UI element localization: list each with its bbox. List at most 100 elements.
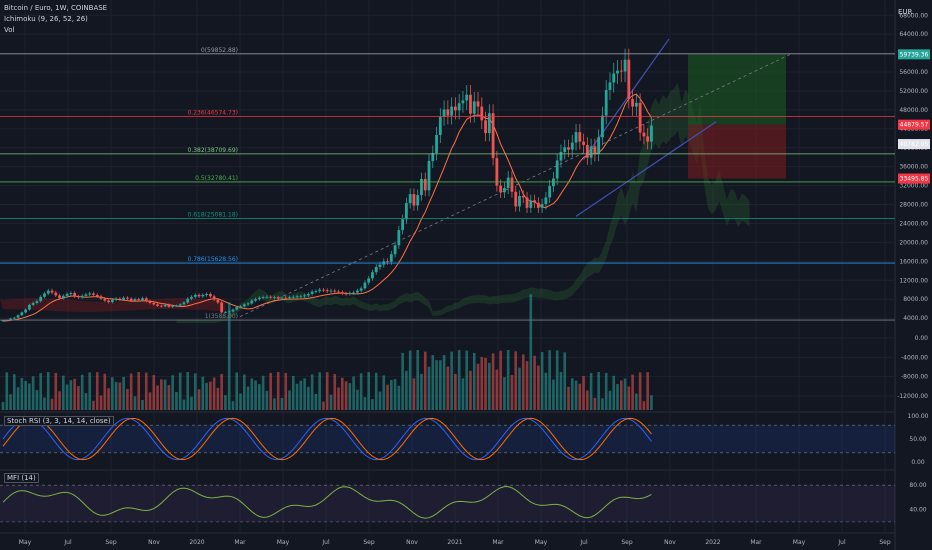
volume-bar [190, 396, 193, 410]
candle [393, 245, 397, 255]
fib-label: 0.786(15628.56) [188, 256, 239, 263]
volume-bar [412, 378, 416, 410]
volume-bar [137, 372, 141, 410]
volume-bar [299, 380, 303, 410]
candle [438, 116, 442, 135]
volume-bar [359, 373, 363, 410]
candle [521, 196, 525, 198]
volume-bar [182, 399, 186, 410]
volume-bar [148, 392, 152, 410]
volume-bar [450, 351, 453, 410]
mfi-label-text: MFI (14) [4, 473, 39, 483]
volume-bar [567, 386, 570, 410]
volume-bar [563, 352, 567, 410]
candle [299, 296, 303, 298]
candle [20, 312, 24, 316]
volume-bar [95, 372, 99, 410]
x-tick-label: Jul [63, 539, 72, 546]
candle [61, 295, 65, 299]
candle [348, 293, 352, 294]
volume-bar [122, 376, 125, 410]
candle [642, 132, 646, 137]
candle [46, 290, 50, 294]
candle [12, 317, 16, 319]
candle [43, 293, 46, 297]
candle [261, 297, 265, 299]
volume-bar [356, 389, 359, 410]
volume-bar [435, 360, 438, 410]
volume-label[interactable]: Vol [4, 26, 15, 34]
candle [355, 290, 359, 293]
volume-bar [405, 370, 408, 410]
candle [435, 134, 438, 153]
volume-bar [344, 381, 348, 410]
volume-bar [16, 387, 20, 410]
candle [310, 291, 314, 294]
volume-bar [552, 379, 555, 410]
candle [337, 291, 340, 293]
volume-bar [555, 350, 559, 410]
candle [137, 299, 141, 301]
volume-bar [114, 381, 118, 410]
volume-bar [276, 372, 280, 410]
volume-bar [193, 373, 197, 410]
y-tick-label: 64000.00 [899, 31, 928, 38]
candle [95, 294, 99, 297]
candle [257, 297, 261, 300]
x-tick-label: May [535, 539, 548, 546]
stop-zone [688, 124, 786, 179]
ichimoku-label[interactable]: Ichimoku (9, 26, 52, 26) [4, 15, 88, 23]
x-tick-label: Mar [750, 539, 762, 546]
mfi-label[interactable]: MFI (14) [4, 473, 39, 483]
candle [491, 113, 495, 159]
candle [178, 304, 182, 306]
symbol-title[interactable]: Bitcoin / Euro, 1W, COINBASE [4, 4, 108, 12]
volume-bar [499, 350, 502, 410]
volume-bar [352, 376, 355, 410]
volume-bar [77, 386, 80, 410]
volume-bar [224, 395, 227, 410]
candle [469, 94, 472, 114]
volume-bar [642, 401, 646, 410]
candle [224, 311, 227, 313]
ichimoku-cloud-bearish [0, 298, 226, 312]
candle [446, 109, 450, 116]
volume-bar [126, 388, 129, 410]
candle [389, 254, 393, 262]
volume-bar [333, 374, 337, 410]
y-tick-label: 24000.00 [899, 220, 928, 227]
volume-bar [186, 372, 190, 410]
candle [423, 178, 427, 191]
ichimoku-cloud [176, 82, 750, 323]
candle [133, 299, 137, 301]
candle [608, 82, 612, 91]
volume-bar [619, 380, 623, 410]
volume-bar [503, 377, 506, 410]
volume-bar [58, 391, 61, 410]
volume-bar [593, 397, 597, 410]
volume-bar [239, 393, 242, 410]
y-tick-label: 52000.00 [899, 88, 928, 95]
indicator-panes [0, 417, 895, 523]
price-tag-label: 44879.57 [900, 122, 929, 129]
price-tag-label: 33495.85 [900, 176, 929, 183]
stoch-tick: 100.00 [908, 413, 929, 420]
y-tick-label: 32000.00 [899, 183, 928, 190]
volume-bar [178, 372, 182, 410]
volume-bar [80, 374, 84, 410]
candle [499, 185, 503, 193]
stoch-tick: 0.00 [911, 459, 925, 466]
volume-bar [582, 376, 585, 410]
candle [190, 296, 193, 299]
volume-bar [163, 379, 167, 410]
candle [616, 70, 619, 74]
candle [35, 301, 39, 303]
candle [631, 99, 634, 107]
candle [186, 298, 190, 303]
volume-bar [488, 362, 491, 410]
volume-bar [427, 366, 431, 410]
volume-bar [454, 373, 457, 410]
stoch-rsi-label[interactable]: Stoch RSI (3, 3, 14, 14, close) [4, 416, 114, 426]
volume-bar [442, 355, 446, 410]
